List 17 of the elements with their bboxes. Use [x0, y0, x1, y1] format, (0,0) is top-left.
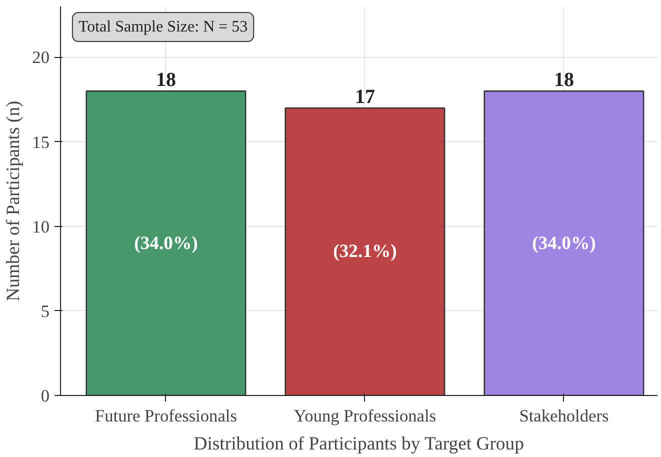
y-tick-label: 10	[32, 217, 50, 236]
y-axis-title: Number of Participants (n)	[3, 100, 24, 302]
y-tick-label: 20	[32, 48, 50, 68]
annotation: Total Sample Size: N = 53	[78, 18, 248, 36]
data-label: 18	[156, 69, 176, 92]
y-tick-label: 15	[32, 132, 50, 152]
annotation: (34.0%)	[134, 232, 198, 254]
data-label: 17	[354, 86, 375, 108]
annotation: (34.0%)	[532, 232, 596, 254]
x-tick-label: Stakeholders	[519, 406, 609, 426]
data-label: 18	[554, 69, 574, 92]
annotation: (32.1%)	[333, 241, 397, 262]
x-tick-label: Young Professionals	[294, 406, 436, 426]
y-tick-label: 5	[40, 302, 50, 321]
x-tick-label: Future Professionals	[94, 406, 238, 426]
x-axis-title: Distribution of Participants by Target Group	[194, 434, 524, 454]
y-tick-label: 0	[40, 386, 50, 406]
